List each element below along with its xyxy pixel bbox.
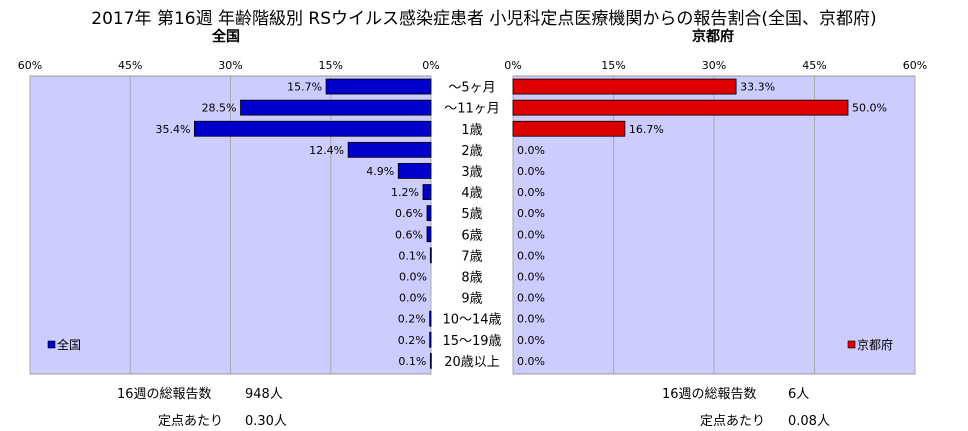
data-label: 16.7% [629, 123, 664, 136]
data-label: 0.0% [399, 270, 427, 283]
category-label: 8歳 [461, 270, 482, 285]
category-label: 6歳 [461, 228, 482, 243]
data-label: 4.9% [366, 165, 394, 178]
data-label: 1.2% [391, 186, 419, 199]
bar [426, 205, 432, 222]
category-label: ～11ヶ月 [444, 102, 500, 117]
data-label: 0.0% [517, 292, 545, 305]
data-label: 0.0% [517, 313, 545, 326]
bar [512, 78, 737, 95]
bar [347, 141, 432, 158]
x-tick-label: 30% [702, 59, 726, 72]
category-label: 3歳 [461, 165, 482, 180]
data-label: 0.6% [395, 228, 423, 241]
bar [194, 120, 432, 137]
national-per-value: 0.30人 [245, 414, 287, 429]
legend-label: 全国 [57, 337, 81, 352]
x-tick-label: 60% [903, 59, 927, 72]
chart-title: 2017年 第16週 年齢階級別 RSウイルス感染症患者 小児科定点医療機関から… [91, 9, 877, 29]
category-label: 1歳 [461, 123, 482, 138]
kyoto-panel: 0% 15% 30% 45% 60% 33.3% 50.0% 16.7% 0.0% 0.0% 0.0… [504, 59, 927, 375]
data-label: 12.4% [309, 144, 344, 157]
x-tick-label: 0% [422, 59, 439, 72]
data-label: 0.0% [517, 165, 545, 178]
category-label: 10～14歳 [442, 313, 501, 328]
category-label: 7歳 [461, 249, 482, 264]
data-label: 0.2% [398, 334, 426, 347]
category-label: 20歳以上 [444, 355, 500, 370]
national-total-value: 948人 [245, 387, 283, 402]
bar [512, 99, 849, 116]
x-tick-label: 30% [218, 59, 242, 72]
category-label: 2歳 [461, 144, 482, 159]
legend-label: 京都府 [857, 337, 893, 352]
kyoto-total-value: 6人 [788, 387, 810, 402]
x-tick-label: 15% [601, 59, 625, 72]
category-label: 15～19歳 [442, 334, 501, 349]
bar [240, 99, 432, 116]
national-total-label: 16週の総報告数 [117, 387, 212, 402]
bar [325, 78, 432, 95]
legend-swatch [847, 340, 856, 349]
kyoto-per-label: 定点あたり [700, 414, 766, 429]
bar [429, 310, 432, 327]
data-label: 0.0% [517, 207, 545, 220]
category-label: 9歳 [461, 292, 482, 307]
data-label: 0.0% [517, 249, 545, 262]
x-tick-label: 60% [18, 59, 42, 72]
bar [429, 247, 432, 264]
data-label: 0.1% [398, 355, 426, 368]
kyoto-panel-title: 京都府 [692, 29, 734, 45]
bar [512, 120, 626, 137]
data-label: 0.0% [399, 292, 427, 305]
kyoto-total-label: 16週の総報告数 [662, 387, 757, 402]
data-label: 15.7% [287, 81, 322, 94]
category-labels: ～5ヶ月 ～11ヶ月 1歳 2歳 3歳 4歳 5歳 6歳 7歳 8歳 9歳 10～14歳 15～19歳 2… [442, 81, 501, 370]
data-label: 0.0% [517, 334, 545, 347]
category-label: ～5ヶ月 [448, 81, 495, 96]
x-tick-label: 0% [504, 59, 521, 72]
x-tick-label: 15% [319, 59, 343, 72]
category-label: 4歳 [461, 186, 482, 201]
kyoto-per-value: 0.08人 [788, 414, 830, 429]
data-label: 0.0% [517, 355, 545, 368]
data-label: 28.5% [202, 102, 237, 115]
national-per-label: 定点あたり [158, 414, 224, 429]
national-panel-title: 全国 [212, 29, 240, 45]
data-label: 35.4% [155, 123, 190, 136]
bar [422, 184, 432, 200]
data-label: 33.3% [740, 81, 775, 94]
data-label: 0.1% [398, 249, 426, 262]
bar [429, 352, 432, 369]
data-label: 0.2% [398, 313, 426, 326]
data-label: 0.6% [395, 207, 423, 220]
data-label: 0.0% [517, 228, 545, 241]
legend-swatch [47, 340, 56, 349]
x-tick-label: 45% [118, 59, 142, 72]
category-label: 5歳 [461, 207, 482, 222]
data-label: 0.0% [517, 270, 545, 283]
data-label: 0.0% [517, 186, 545, 199]
national-panel: 60% 45% 30% 15% 0% 15.7% 28.5% 35.4% 12.4% 4.9% 1.… [18, 59, 440, 375]
data-label: 0.0% [517, 144, 545, 157]
bar [397, 163, 432, 179]
bar [429, 331, 432, 348]
bar [426, 226, 432, 243]
x-tick-label: 45% [802, 59, 826, 72]
data-label: 50.0% [852, 102, 887, 115]
